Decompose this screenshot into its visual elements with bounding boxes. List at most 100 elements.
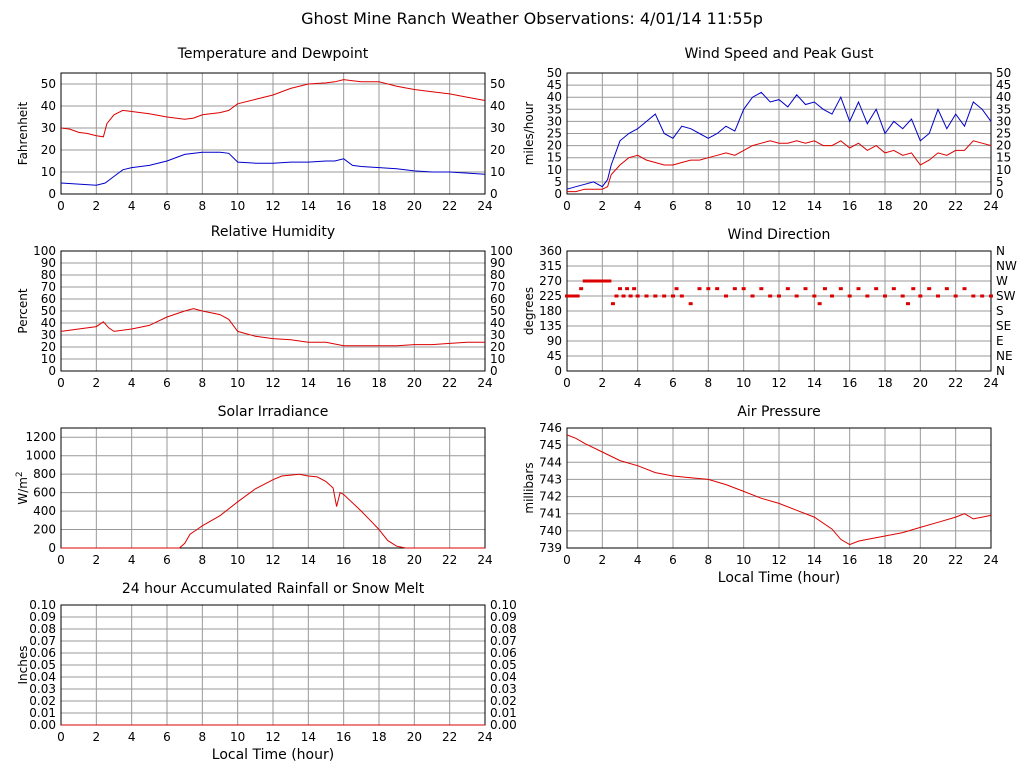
y-right-tick-label: N — [996, 244, 1005, 258]
x-tick-label: 14 — [301, 199, 316, 213]
x-tick-label: 0 — [563, 553, 571, 567]
y-tick-label: 0.10 — [29, 598, 56, 612]
y-right-tick-label: 0.01 — [490, 706, 517, 720]
x-tick-label: 20 — [407, 553, 422, 567]
data-point — [911, 287, 916, 291]
series-line-0 — [566, 434, 992, 546]
y-right-tick-label: 30 — [490, 121, 505, 135]
y-right-tick-label: E — [996, 334, 1004, 348]
y-tick-label: 30 — [41, 121, 56, 135]
y-tick-label: 30 — [547, 114, 562, 128]
data-point — [812, 294, 817, 298]
rainfall-title: 24 hour Accumulated Rainfall or Snow Mel… — [122, 581, 425, 597]
data-point — [750, 294, 755, 298]
y-tick-label: 360 — [539, 244, 562, 258]
x-tick-label: 20 — [913, 376, 928, 390]
y-right-tick-label: 80 — [490, 268, 505, 282]
data-point — [589, 279, 594, 283]
x-tick-label: 2 — [599, 553, 607, 567]
x-tick-label: 2 — [599, 199, 607, 213]
x-tick-label: 10 — [230, 553, 245, 567]
rainfall-chart: 24 hour Accumulated Rainfall or Snow Mel… — [16, 581, 517, 763]
x-tick-label: 18 — [877, 553, 892, 567]
data-point — [582, 279, 587, 283]
data-point — [732, 287, 737, 291]
data-point — [830, 294, 834, 298]
x-tick-label: 12 — [265, 730, 280, 744]
data-point — [671, 294, 675, 298]
y-tick-label: 744 — [539, 455, 562, 469]
x-tick-label: 16 — [842, 199, 857, 213]
y-right-tick-label: 40 — [996, 90, 1011, 104]
temperature-title: Temperature and Dewpoint — [177, 46, 369, 62]
x-tick-label: 6 — [669, 376, 677, 390]
y-tick-label: 225 — [539, 289, 562, 303]
plot-frame — [566, 72, 992, 195]
y-tick-label: 10 — [41, 352, 56, 366]
x-tick-label: 18 — [877, 376, 892, 390]
y-tick-label: 315 — [539, 259, 562, 273]
x-tick-label: 12 — [771, 553, 786, 567]
x-tick-label: 14 — [807, 376, 822, 390]
y-tick-label: 0.03 — [29, 682, 56, 696]
y-right-tick-label: 50 — [490, 77, 505, 91]
y-tick-label: 1200 — [25, 430, 56, 444]
x-tick-label: 8 — [705, 553, 713, 567]
y-right-tick-label: 20 — [490, 143, 505, 157]
data-point — [883, 294, 887, 298]
x-tick-label: 0 — [57, 376, 65, 390]
y-right-tick-label: 70 — [490, 280, 505, 294]
x-tick-label: 6 — [163, 376, 171, 390]
y-tick-label: 740 — [539, 524, 562, 538]
y-right-tick-label: 45 — [996, 78, 1011, 92]
data-point — [628, 294, 633, 298]
x-tick-label: 6 — [163, 553, 171, 567]
data-point — [688, 302, 693, 306]
y-right-tick-label: NE — [996, 349, 1013, 363]
y-tick-label: 0.02 — [29, 694, 56, 708]
x-tick-label: 18 — [371, 199, 386, 213]
y-right-tick-label: 0.04 — [490, 670, 517, 684]
y-tick-label: 0.09 — [29, 610, 56, 624]
data-point — [936, 294, 940, 298]
y-right-tick-label: 0 — [490, 364, 498, 378]
y-right-tick-label: N — [996, 364, 1005, 378]
data-point — [697, 287, 702, 291]
data-point — [679, 294, 684, 298]
x-tick-label: 0 — [57, 199, 65, 213]
x-tick-label: 24 — [477, 376, 492, 390]
x-tick-label: 10 — [736, 553, 751, 567]
x-tick-label: 18 — [371, 730, 386, 744]
y-right-tick-label: W — [996, 274, 1008, 288]
x-tick-label: 2 — [93, 376, 101, 390]
y-axis-label: millibars — [522, 462, 536, 513]
data-point — [838, 287, 843, 291]
data-point — [575, 294, 580, 298]
data-point — [874, 287, 879, 291]
x-tick-label: 4 — [128, 376, 136, 390]
x-tick-label: 24 — [477, 553, 492, 567]
y-tick-label: 600 — [33, 486, 56, 500]
x-tick-label: 22 — [442, 730, 457, 744]
y-right-tick-label: 0.10 — [490, 598, 517, 612]
data-point — [741, 287, 746, 291]
data-point — [905, 302, 910, 306]
x-tick-label: 10 — [230, 376, 245, 390]
y-right-tick-label: 0.02 — [490, 694, 517, 708]
data-point — [586, 279, 591, 283]
plot-frame — [566, 250, 992, 372]
data-point — [768, 294, 773, 298]
y-tick-label: 741 — [539, 507, 562, 521]
x-axis-label: Local Time (hour) — [718, 570, 840, 586]
y-tick-label: 742 — [539, 490, 562, 504]
y-axis-label: Inches — [16, 646, 30, 685]
y-right-tick-label: 10 — [490, 352, 505, 366]
data-point — [989, 294, 993, 298]
y-right-tick-label: 0 — [490, 187, 498, 201]
x-tick-label: 8 — [199, 199, 207, 213]
data-point — [918, 294, 923, 298]
y-tick-label: 200 — [33, 523, 56, 537]
